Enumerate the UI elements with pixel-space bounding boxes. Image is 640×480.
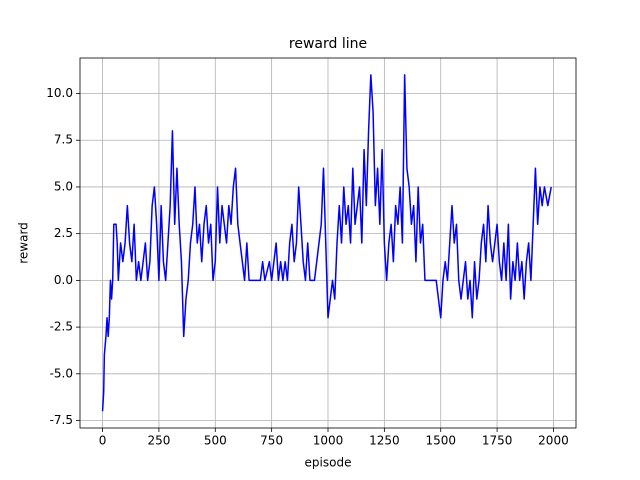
reward-line (101, 74, 552, 412)
x-tick-label: 1000 (313, 434, 344, 448)
x-axis-label: episode (305, 456, 352, 470)
x-tick-label: 2000 (538, 434, 569, 448)
y-tick-label: -5.0 (50, 366, 73, 380)
x-tick-label: 1750 (482, 434, 513, 448)
y-tick-label: 5.0 (54, 179, 73, 193)
x-tick-label: 500 (204, 434, 227, 448)
y-tick-label: 2.5 (54, 226, 73, 240)
x-tick-label: 250 (147, 434, 170, 448)
x-tick-label: 750 (260, 434, 283, 448)
x-tick-label: 0 (99, 434, 107, 448)
y-tick-label: 10.0 (46, 86, 73, 100)
x-tick-label: 1500 (425, 434, 456, 448)
y-axis-label: reward (17, 222, 31, 264)
y-tick-label: -7.5 (50, 413, 73, 427)
x-tick-label: 1250 (369, 434, 400, 448)
y-tick-label: -2.5 (50, 320, 73, 334)
plot-frame (79, 57, 577, 429)
y-tick-label: 7.5 (54, 133, 73, 147)
chart-title: reward line (289, 36, 367, 52)
y-tick-label: 0.0 (54, 273, 73, 287)
